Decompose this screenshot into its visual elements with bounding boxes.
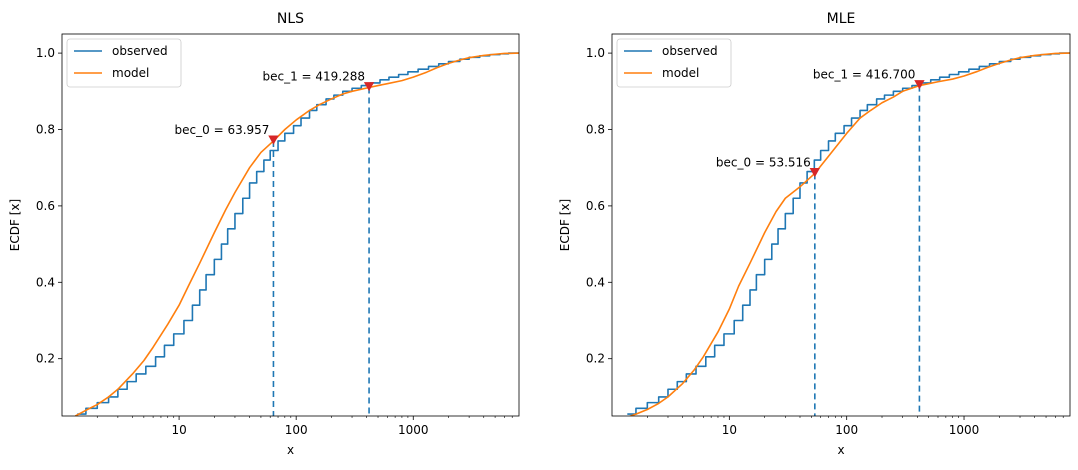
y-tick-label: 0.8 [36,123,55,137]
plot-area [74,52,519,416]
x-tick-label: 10 [722,423,737,437]
annotation-bec_1: bec_1 = 419.288 [263,69,366,83]
chart-title: MLE [827,11,856,27]
marker-triangle-bec_0 [809,168,821,178]
x-axis-label: x [287,443,294,457]
x-tick-label: 100 [285,423,308,437]
y-tick-label: 0.2 [36,352,55,366]
legend: observed model [616,38,732,88]
series-line-model [628,52,1070,416]
annotation-bec_1: bec_1 = 416.700 [813,68,916,82]
y-tick-label: 0.4 [586,275,605,289]
x-tick-label: 10 [171,423,186,437]
x-tick-label: 1000 [398,423,429,437]
y-axis-label: ECDF [x] [8,199,22,251]
annotation-bec_0: bec_0 = 53.516 [716,155,811,169]
chart-title: NLS [277,11,304,27]
marker-triangle-bec_1 [914,80,925,90]
chart-panel-nls: NLS 10 100 1000 0.2 0.4 0.6 0.8 1.0 x ECDF [x] bec_… [8,11,520,457]
legend-label-observed: observed [112,44,168,58]
y-tick-label: 0.6 [586,199,605,213]
axes-frame [611,33,1071,417]
legend: observed model [66,38,182,88]
y-tick-label: 0.8 [586,123,605,137]
marker-triangle-bec_0 [268,135,279,145]
axes-frame [61,33,520,417]
series-line-model [74,52,519,416]
marker-triangle-bec_1 [363,82,375,92]
series-line-observed [77,52,519,415]
y-tick-label: 0.4 [36,275,55,289]
y-tick-label: 1.0 [36,46,55,60]
annotation-bec_0: bec_0 = 63.957 [175,123,270,137]
x-tick-label: 100 [835,423,858,437]
chart-panel-mle: MLE 10 100 1000 0.2 0.4 0.6 0.8 1.0 x ECDF [x] bec_… [558,11,1071,457]
x-tick-label: 1000 [949,423,980,437]
y-tick-label: 1.0 [586,46,605,60]
x-axis-label: x [837,443,844,457]
y-tick-label: 0.2 [586,352,605,366]
plot-area [627,52,1070,416]
legend-label-model: model [662,66,699,80]
y-tick-label: 0.6 [36,199,55,213]
y-axis-label: ECDF [x] [558,199,572,251]
series-line-observed [627,52,1070,415]
legend-label-model: model [112,66,149,80]
legend-label-observed: observed [662,44,718,58]
